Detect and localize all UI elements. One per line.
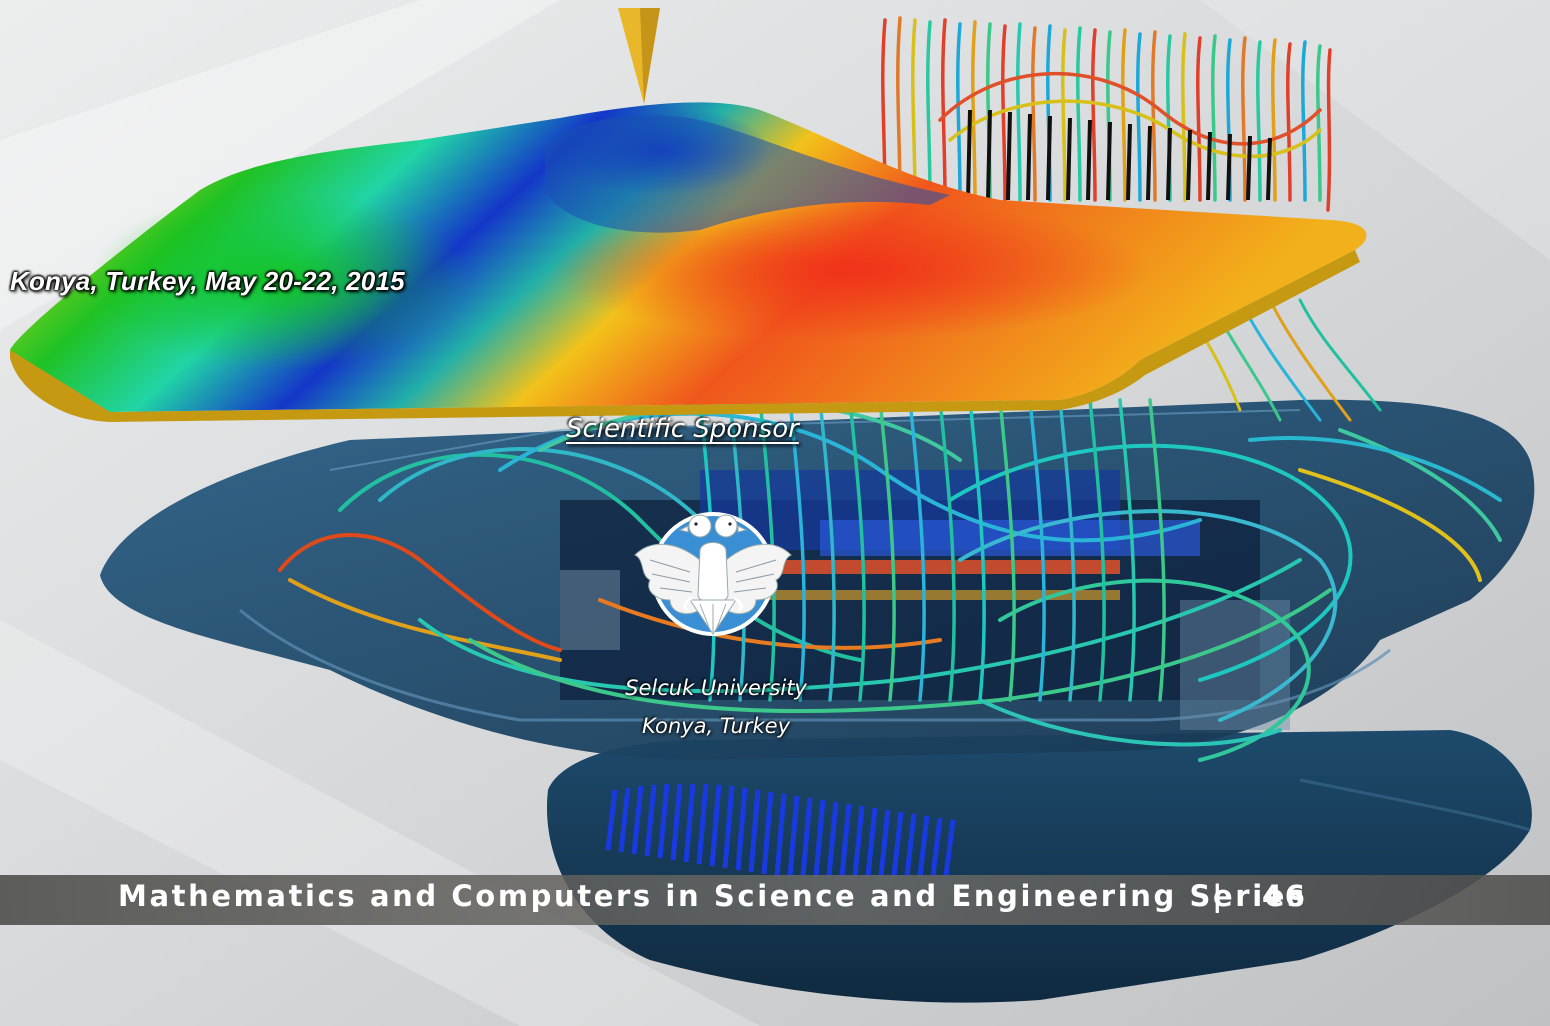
series-separator: | — [1212, 879, 1223, 913]
event-location-date: Konya, Turkey, May 20-22, 2015 — [10, 266, 405, 296]
sponsor-city: Konya, Turkey — [642, 714, 790, 738]
double-headed-eagle-seal-icon — [634, 512, 792, 636]
sponsor-university: Selcuk University — [625, 676, 807, 700]
series-band — [0, 875, 1550, 925]
sponsor-heading: Scientific Sponsor — [566, 414, 799, 444]
series-title: Mathematics and Computers in Science and… — [118, 879, 1307, 913]
series-number: 46 — [1262, 879, 1308, 913]
